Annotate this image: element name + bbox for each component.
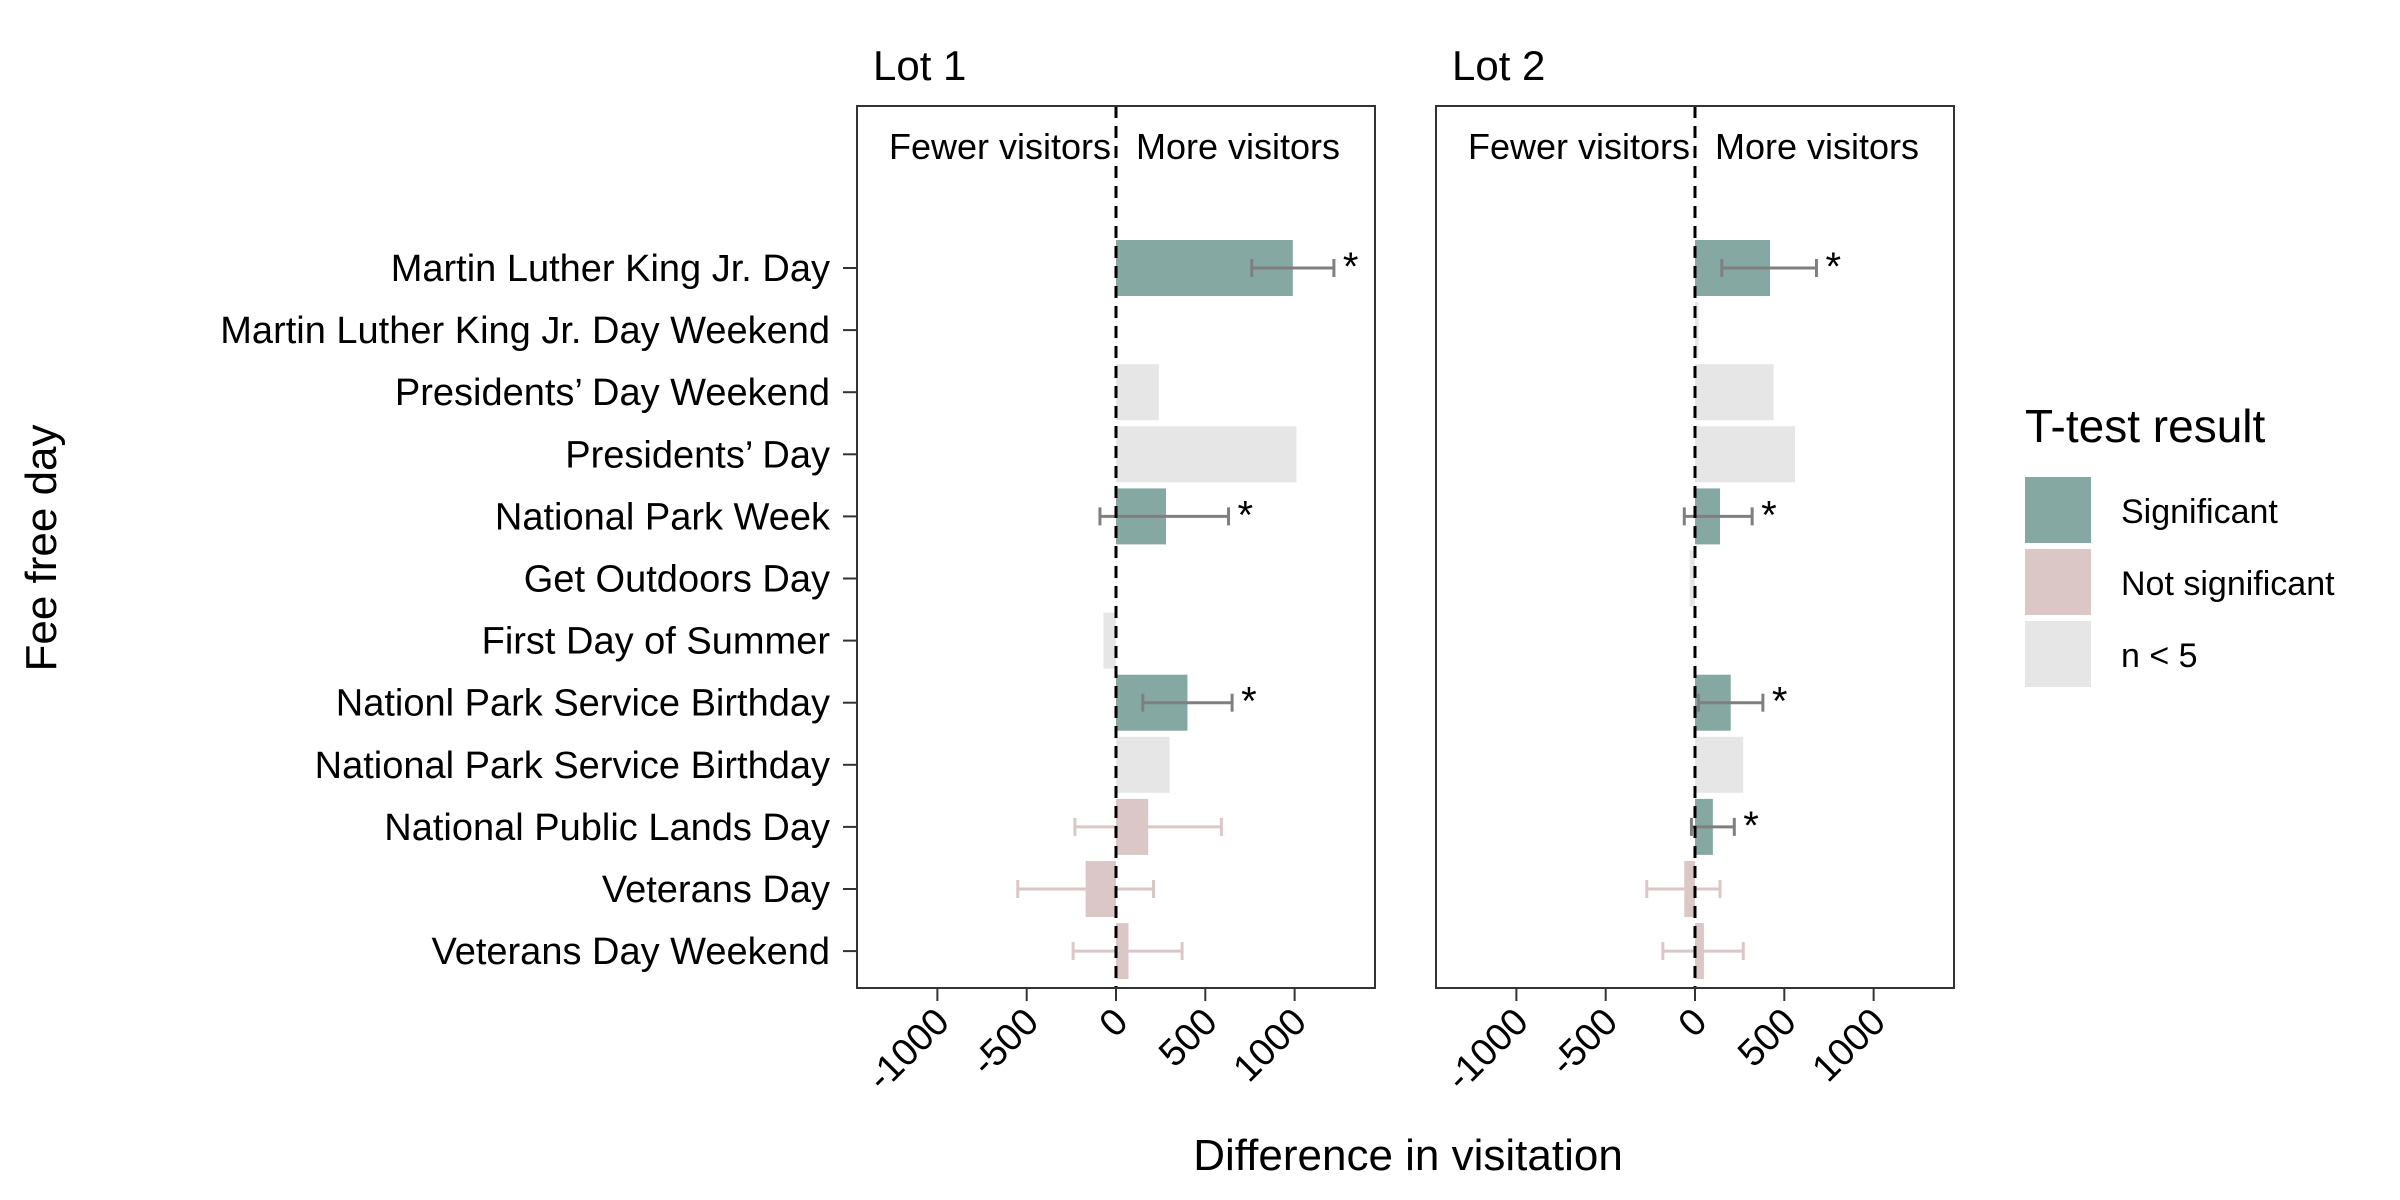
x-tick-label: 500 [1151, 1001, 1226, 1076]
y-axis-labels: Martin Luther King Jr. Day Martin Luther … [220, 248, 857, 973]
bar [1695, 612, 1696, 669]
legend-label: Significant [2121, 493, 2278, 531]
legend-label: Not significant [2121, 565, 2335, 603]
x-tick-label: 1000 [1226, 1001, 1315, 1090]
legend-label: n < 5 [2121, 637, 2198, 675]
legend: T-test result Significant Not significant… [2025, 400, 2335, 687]
bar [1695, 426, 1796, 483]
significance-mark: * [1761, 493, 1777, 537]
bar [1689, 550, 1695, 607]
y-axis-title: Fee free day [17, 424, 66, 671]
fewer-visitors-label: Fewer visitors [1468, 126, 1690, 167]
y-tick-label: Veterans Day [602, 869, 830, 911]
y-tick-label: Presidents’ Day Weekend [395, 372, 830, 414]
y-tick-label: First Day of Summer [482, 621, 831, 663]
x-tick-label: 0 [1671, 1001, 1716, 1046]
y-tick-label: National Park Service Birthday [315, 745, 830, 787]
significance-mark: * [1238, 493, 1254, 537]
legend-swatch-small [2025, 621, 2091, 687]
more-visitors-label: More visitors [1715, 126, 1919, 167]
significance-mark: * [1343, 245, 1359, 289]
bar [1116, 364, 1159, 421]
bar [1116, 550, 1117, 607]
y-tick-label: Veterans Day Weekend [431, 931, 830, 973]
panels: Lot 1 Fewer visitors More visitors * * * -1000… [856, 42, 1955, 1099]
significance-mark: * [1743, 804, 1759, 848]
panel-1: Lot 1 Fewer visitors More visitors * * * -1000… [856, 42, 1376, 1099]
x-axis-title: Difference in visitation [1193, 1131, 1623, 1180]
x-tick-label: 500 [1730, 1001, 1805, 1076]
more-visitors-label: More visitors [1136, 126, 1340, 167]
y-tick-label: National Public Lands Day [384, 807, 830, 849]
x-tick-label: -1000 [859, 1001, 957, 1099]
bar [1116, 736, 1170, 793]
y-tick-label: Martin Luther King Jr. Day Weekend [220, 310, 830, 352]
bar [1695, 364, 1774, 421]
panel-title: Lot 1 [873, 42, 966, 89]
fewer-visitors-label: Fewer visitors [889, 126, 1111, 167]
x-tick-label: 0 [1092, 1001, 1137, 1046]
y-tick-label: Get Outdoors Day [524, 559, 830, 601]
significance-mark: * [1241, 680, 1257, 724]
x-tick-label: -1000 [1438, 1001, 1536, 1099]
legend-title: T-test result [2025, 400, 2266, 452]
y-tick-label: Martin Luther King Jr. Day [391, 248, 830, 290]
y-tick-label: Presidents’ Day [565, 434, 830, 476]
bar [1695, 302, 1699, 359]
legend-swatch-ns [2025, 549, 2091, 615]
y-tick-label: Nationl Park Service Birthday [336, 683, 830, 725]
x-tick-label: -500 [1543, 1001, 1626, 1084]
panel-title: Lot 2 [1452, 42, 1545, 89]
panel-2: Lot 2 Fewer visitors More visitors * * * * -100… [1435, 42, 1955, 1099]
significance-mark: * [1772, 680, 1788, 724]
legend-swatch-sig [2025, 477, 2091, 543]
bar [1695, 736, 1744, 793]
y-tick-label: National Park Week [495, 496, 831, 538]
bar [1103, 612, 1116, 669]
significance-mark: * [1825, 245, 1841, 289]
legend-items: Significant Not significant n < 5 [2025, 477, 2335, 687]
bar [1116, 426, 1297, 483]
x-tick-label: 1000 [1805, 1001, 1894, 1090]
x-tick-label: -500 [964, 1001, 1047, 1084]
